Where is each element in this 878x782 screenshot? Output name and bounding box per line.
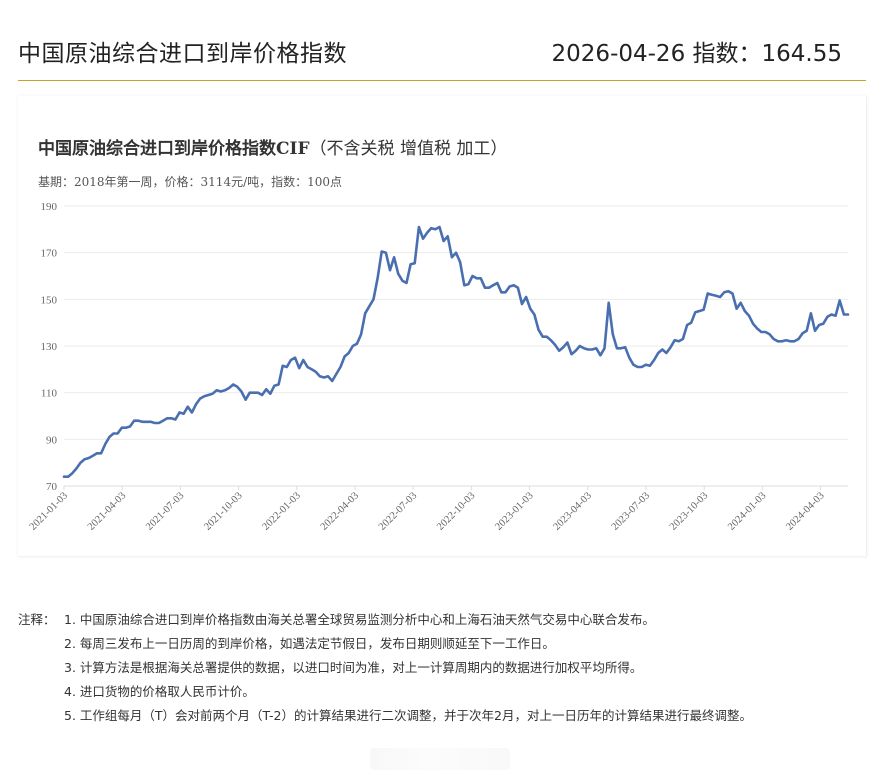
latest-index-value: 2026-04-26 指数：164.55 [551, 41, 842, 67]
notes-label: 注释： [18, 612, 56, 627]
note-item: 3. 计算方法是根据海关总署提供的数据，以进口时间为准，对上一计算周期内的数据进… [64, 660, 643, 675]
svg-text:2021-07-03: 2021-07-03 [144, 490, 186, 532]
svg-text:150: 150 [41, 294, 58, 306]
svg-text:2023-07-03: 2023-07-03 [610, 490, 652, 532]
note-row-3: 3. 计算方法是根据海关总署提供的数据，以进口时间为准，对上一计算周期内的数据进… [18, 656, 752, 680]
svg-text:2022-07-03: 2022-07-03 [377, 490, 419, 532]
chart-title-qualifier: （不含关税 增值税 加工） [309, 139, 508, 159]
svg-text:2023-01-03: 2023-01-03 [493, 490, 535, 532]
page-title: 中国原油综合进口到岸价格指数 [18, 41, 347, 67]
page-header: 中国原油综合进口到岸价格指数 2026-04-26 指数：164.55 [18, 30, 866, 70]
index-series-line[interactable] [62, 225, 850, 479]
notes-section: 注释： 1. 中国原油综合进口到岸价格指数由海关总署全球贸易监测分析中心和上海石油… [18, 608, 752, 728]
header-divider [18, 80, 866, 81]
chart-title: 中国原油综合进口到岸价格指数CIF（不含关税 增值税 加工） [38, 134, 507, 159]
svg-text:2021-04-03: 2021-04-03 [86, 490, 128, 532]
svg-text:90: 90 [46, 434, 58, 446]
svg-text:130: 130 [41, 341, 58, 353]
note-item: 4. 进口货物的价格取人民币计价。 [64, 684, 255, 699]
svg-text:190: 190 [41, 201, 58, 213]
svg-text:2023-10-03: 2023-10-03 [668, 490, 710, 532]
svg-text:2023-04-03: 2023-04-03 [551, 490, 593, 532]
chart-title-main: 中国原油综合进口到岸价格指数CIF [38, 139, 310, 159]
note-item: 1. 中国原油综合进口到岸价格指数由海关总署全球贸易监测分析中心和上海石油天然气… [64, 612, 655, 627]
svg-text:110: 110 [41, 388, 58, 400]
svg-text:2021-10-03: 2021-10-03 [202, 490, 244, 532]
chart-card [18, 96, 867, 557]
note-row-1: 注释： 1. 中国原油综合进口到岸价格指数由海关总署全球贸易监测分析中心和上海石油… [18, 608, 752, 632]
note-row-2: 2. 每周三发布上一日历周的到岸价格，如遇法定节假日，发布日期则顺延至下一工作日… [18, 632, 752, 656]
svg-text:70: 70 [46, 481, 58, 493]
svg-text:2022-04-03: 2022-04-03 [319, 490, 361, 532]
chart-subtitle: 基期：2018年第一周，价格：3114元/吨，指数：100点 [38, 175, 343, 189]
note-item: 2. 每周三发布上一日历周的到岸价格，如遇法定节假日，发布日期则顺延至下一工作日… [64, 636, 555, 651]
svg-text:2024-04-03: 2024-04-03 [784, 490, 826, 532]
watermark-placeholder [370, 748, 510, 770]
note-row-4: 4. 进口货物的价格取人民币计价。 [18, 680, 752, 704]
y-axis-labels: 70 90 110 130 150 170 190 [41, 201, 58, 493]
svg-text:2021-01-03: 2021-01-03 [28, 490, 70, 532]
x-axis-labels: 2021-01-03 2021-04-03 2021-07-03 2021-10-03… [28, 490, 827, 532]
svg-text:2022-10-03: 2022-10-03 [435, 490, 477, 532]
chart-gridlines [63, 205, 848, 490]
note-item: 5. 工作组每月（T）会对前两个月（T-2）的计算结果进行二次调整，并于次年2月… [64, 708, 752, 723]
svg-text:2022-01-03: 2022-01-03 [260, 490, 302, 532]
svg-text:170: 170 [41, 248, 58, 260]
note-row-5: 5. 工作组每月（T）会对前两个月（T-2）的计算结果进行二次调整，并于次年2月… [18, 704, 752, 728]
svg-text:2024-01-03: 2024-01-03 [726, 490, 768, 532]
